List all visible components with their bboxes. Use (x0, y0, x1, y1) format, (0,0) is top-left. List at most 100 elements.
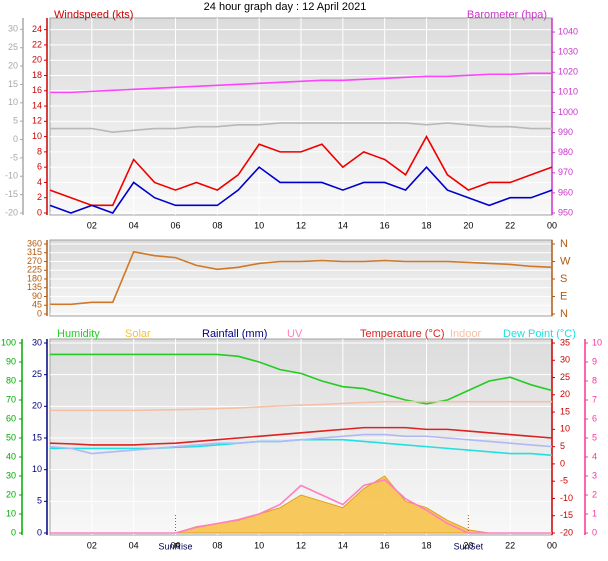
y-tick-label: 14 (32, 100, 42, 110)
y-tick-label: 20 (6, 489, 16, 499)
y-tick-label: 25 (32, 369, 42, 379)
y-tick-label: 1020 (558, 67, 578, 77)
y-tick-label: 60 (6, 413, 16, 423)
y-tick-label: 12 (32, 116, 42, 126)
x-tick-label: 10 (254, 220, 264, 230)
y-tick-label: -20 (5, 207, 18, 217)
y-tick-label: 20 (560, 389, 570, 399)
y-tick-label: 40 (6, 451, 16, 461)
y-tick-label: 1 (592, 508, 597, 518)
y-tick-label: 1010 (558, 87, 578, 97)
y-tick-label: N (560, 308, 568, 320)
y-tick-label: 25 (8, 42, 18, 52)
series-line (50, 400, 552, 412)
x-tick-label: 18 (421, 540, 431, 550)
y-tick-label: 10 (6, 508, 16, 518)
y-tick-label: 0 (37, 527, 42, 537)
x-tick-label: 08 (212, 540, 222, 550)
series-line (49, 165, 553, 214)
y-tick-label: 35 (560, 337, 570, 347)
y-tick-label: 180 (27, 273, 42, 283)
y-tick-label: 15 (32, 432, 42, 442)
sun-label: SunSet (454, 541, 484, 551)
y-tick-label: 20 (8, 60, 18, 70)
y-tick-label: 9 (592, 356, 597, 366)
y-tick-label: S (560, 273, 567, 285)
y-tick-label: 10 (32, 131, 42, 141)
legend-entry: Temperature (°C) (360, 328, 444, 340)
x-tick-label: 06 (170, 220, 180, 230)
x-tick-label: 20 (463, 220, 473, 230)
y-tick-label: 135 (27, 282, 42, 292)
series-line (50, 122, 552, 133)
y-tick-label: -15 (5, 189, 18, 199)
y-axis-label: Windspeed (kts) (54, 9, 133, 21)
y-tick-label: 100 (1, 337, 16, 347)
y-tick-label: 15 (560, 406, 570, 416)
y-tick-label: 22 (32, 39, 42, 49)
y-tick-label: 10 (8, 97, 18, 107)
series-line (49, 134, 553, 207)
x-tick-label: 12 (296, 220, 306, 230)
y-tick-label: 5 (13, 116, 18, 126)
y-tick-label: 90 (32, 291, 42, 301)
x-tick-label: 14 (338, 540, 348, 550)
y-tick-label: 4 (37, 177, 42, 187)
x-tick-label: 00 (547, 540, 557, 550)
y-tick-label: N (560, 238, 568, 250)
y-tick-label: 5 (592, 432, 597, 442)
y-tick-label: 5 (37, 496, 42, 506)
x-tick-label: 22 (505, 220, 515, 230)
x-tick-label: 04 (129, 220, 139, 230)
x-tick-label: 18 (421, 220, 431, 230)
y-tick-label: 0 (37, 308, 42, 318)
x-tick-label: 16 (380, 220, 390, 230)
y-tick-label: 90 (6, 356, 16, 366)
y-tick-label: 3 (592, 470, 597, 480)
y-tick-label: 225 (27, 265, 42, 275)
y-tick-label: 0 (560, 458, 565, 468)
y-tick-label: 1030 (558, 47, 578, 57)
y-tick-label: 50 (6, 432, 16, 442)
x-tick-label: 04 (129, 540, 139, 550)
y-axis-label: Rainfall (mm) (202, 328, 267, 340)
y-tick-label: 0 (11, 527, 16, 537)
x-tick-label: 12 (296, 540, 306, 550)
y-tick-label: 45 (32, 300, 42, 310)
y-tick-label: 80 (6, 375, 16, 385)
y-tick-label: 0 (592, 527, 597, 537)
y-tick-label: 4 (592, 451, 597, 461)
y-tick-label: 18 (32, 70, 42, 80)
series-line (50, 250, 553, 306)
x-tick-label: 00 (547, 220, 557, 230)
x-tick-label: 02 (87, 540, 97, 550)
y-tick-label: 990 (558, 127, 573, 137)
x-tick-label: 02 (87, 220, 97, 230)
y-tick-label: -5 (10, 152, 18, 162)
y-tick-label: 950 (558, 207, 573, 217)
y-tick-label: -15 (560, 510, 573, 520)
sun-label: SunRise (158, 541, 192, 551)
series-line (50, 353, 553, 405)
x-tick-label: 08 (212, 220, 222, 230)
y-tick-label: -5 (560, 476, 568, 486)
y-tick-label: W (560, 255, 571, 267)
y-tick-label: 6 (37, 162, 42, 172)
y-tick-label: 6 (592, 413, 597, 423)
y2-axis-label: Barometer (hpa) (467, 9, 547, 21)
y-tick-label: 5 (560, 441, 565, 451)
y-tick-label: 7 (592, 394, 597, 404)
legend-entry: Solar (125, 328, 151, 340)
y-tick-label: 960 (558, 187, 573, 197)
series-line (49, 433, 553, 455)
y-tick-label: 20 (32, 401, 42, 411)
y-tick-label: -20 (560, 527, 573, 537)
series-line (50, 478, 552, 534)
y-tick-label: 10 (592, 337, 602, 347)
y-tick-label: 1040 (558, 26, 578, 36)
y-tick-label: 8 (37, 146, 42, 156)
y-tick-label: 270 (27, 256, 42, 266)
x-tick-label: 20 (463, 540, 473, 550)
y-tick-label: 980 (558, 147, 573, 157)
